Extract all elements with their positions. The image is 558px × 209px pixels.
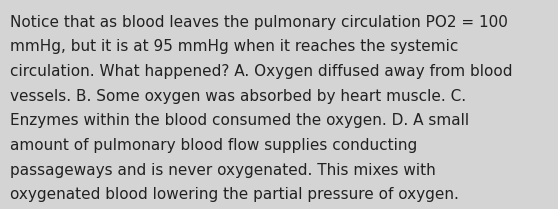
- Text: amount of pulmonary blood flow supplies conducting: amount of pulmonary blood flow supplies …: [10, 138, 417, 153]
- Text: passageways and is never oxygenated. This mixes with: passageways and is never oxygenated. Thi…: [10, 163, 436, 178]
- Text: oxygenated blood lowering the partial pressure of oxygen.: oxygenated blood lowering the partial pr…: [10, 187, 459, 202]
- Text: mmHg, but it is at 95 mmHg when it reaches the systemic: mmHg, but it is at 95 mmHg when it reach…: [10, 39, 459, 54]
- Text: Notice that as blood leaves the pulmonary circulation PO2 = 100: Notice that as blood leaves the pulmonar…: [10, 15, 508, 30]
- Text: vessels. B. Some oxygen was absorbed by heart muscle. C.: vessels. B. Some oxygen was absorbed by …: [10, 89, 466, 104]
- Text: Enzymes within the blood consumed the oxygen. D. A small: Enzymes within the blood consumed the ox…: [10, 113, 469, 128]
- Text: circulation. What happened? A. Oxygen diffused away from blood: circulation. What happened? A. Oxygen di…: [10, 64, 513, 79]
